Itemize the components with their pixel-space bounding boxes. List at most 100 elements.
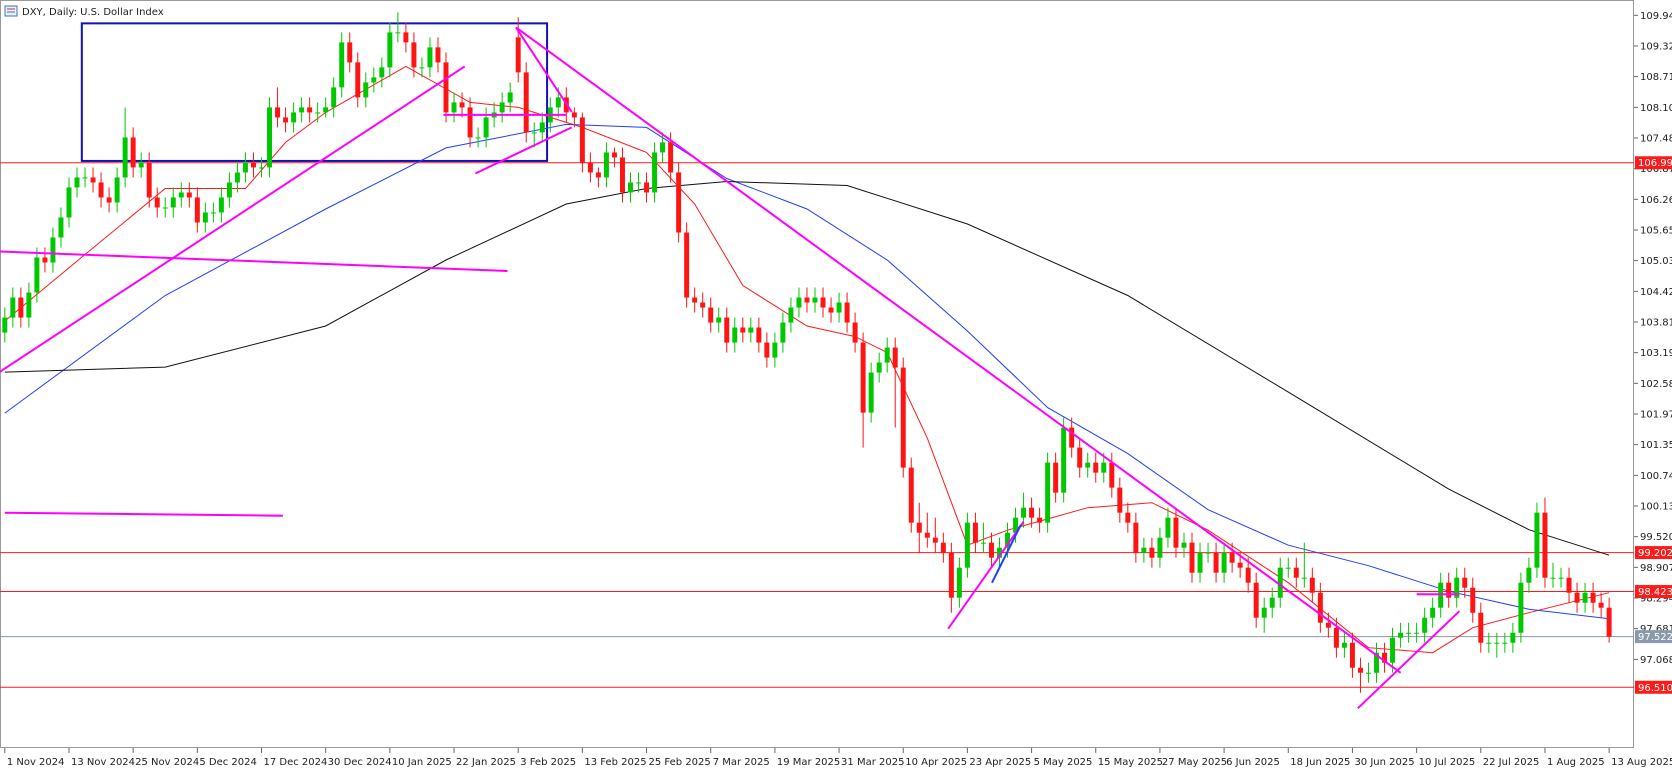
candle-body (1221, 552, 1227, 573)
candle-body (1253, 582, 1259, 618)
candle-body (748, 327, 754, 333)
candle-body (323, 107, 329, 113)
x-tick-label: 1 Nov 2024 (7, 757, 65, 768)
candle-body (812, 297, 818, 303)
candle-body (26, 292, 32, 318)
y-tick-label: 105.037 (1640, 256, 1672, 267)
candle-body (940, 542, 946, 553)
candle-body (908, 467, 914, 523)
candle-body (1117, 487, 1123, 513)
candle-body (1269, 597, 1275, 608)
candle-body (170, 197, 176, 208)
candle-body (347, 42, 353, 63)
candle-body (146, 162, 152, 198)
candle-body (371, 77, 377, 83)
candle-body (676, 172, 682, 233)
y-tick-label: 100.133 (1640, 502, 1672, 513)
trendline (474, 126, 573, 175)
candle-body (42, 257, 48, 263)
candle-body (379, 67, 385, 78)
candle-body (226, 182, 232, 198)
y-tick-label: 103.811 (1640, 317, 1672, 328)
y-tick-label: 108.102 (1640, 103, 1672, 114)
x-tick-label: 18 Jun 2025 (1290, 757, 1350, 768)
candle-body (1189, 542, 1195, 573)
candle-body (828, 307, 834, 313)
candle-body (98, 182, 104, 198)
price-level-tag (1635, 680, 1672, 694)
plot (0, 12, 1634, 710)
candle-body (1398, 632, 1404, 638)
candle-body (467, 107, 473, 138)
x-tick-label: 13 Feb 2025 (584, 757, 646, 768)
candle-body (427, 47, 433, 68)
trendline (515, 26, 1402, 674)
x-tick-label: 23 Apr 2025 (969, 757, 1031, 768)
candle-body (1374, 652, 1379, 673)
candle-body (162, 207, 168, 209)
candle-body (130, 137, 136, 168)
candle-body (884, 347, 890, 363)
candle-body (523, 72, 529, 133)
candle-body (587, 162, 593, 173)
candle-body (988, 542, 994, 558)
candle-body (186, 192, 192, 198)
candle-body (1317, 592, 1323, 623)
candle-body (1502, 642, 1508, 644)
candle-body (756, 327, 762, 343)
candle-body (780, 322, 786, 343)
candle-body (1486, 642, 1492, 644)
candle-body (106, 197, 112, 203)
candle-body (1598, 602, 1604, 608)
candle-body (539, 122, 545, 133)
x-tick-label: 30 Dec 2024 (328, 757, 392, 768)
candle-body (331, 87, 337, 108)
trendline (991, 524, 1022, 584)
y-tick-label: 98.294 (1640, 594, 1672, 605)
candle-body (708, 307, 714, 323)
candle-body (1309, 577, 1315, 593)
price-level-label: 106.994 (1638, 158, 1672, 169)
y-tick-label: 97.068 (1640, 655, 1672, 666)
box-drawing (80, 22, 549, 162)
candle-body (644, 182, 650, 193)
candle-body (700, 302, 706, 308)
price-level-label: 98.423 (1638, 587, 1672, 598)
price-level-label: 97.522 (1638, 632, 1672, 643)
candle-body (724, 317, 730, 343)
x-tick-label: 25 Nov 2024 (135, 757, 199, 768)
candle-body (2, 317, 8, 333)
candle-body (1542, 512, 1548, 578)
price-level-label: 99.202 (1638, 548, 1672, 559)
x-tick-label: 5 May 2025 (1034, 757, 1093, 768)
candle-body (1037, 517, 1043, 523)
candle-body (932, 537, 938, 543)
candle-body (1518, 582, 1524, 633)
candle-body (1029, 507, 1035, 518)
candle-body (10, 297, 16, 318)
candle-body (836, 302, 842, 313)
candle-body (138, 162, 144, 168)
candle-body (804, 297, 810, 303)
candle-body (267, 107, 273, 168)
candle-body (1390, 637, 1396, 663)
y-tick-label: 109.328 (1640, 41, 1672, 52)
x-tick-label: 30 Jun 2025 (1354, 757, 1414, 768)
candle-body (66, 187, 72, 218)
candle-body (363, 82, 369, 98)
candle-body (1382, 652, 1388, 663)
candle-body (579, 117, 585, 163)
candle-body (1574, 592, 1580, 603)
candle-body (619, 157, 625, 193)
candle-body (844, 302, 850, 323)
candle-body (483, 117, 489, 138)
candle-body (1005, 532, 1010, 548)
y-tick-label: 107.489 (1640, 133, 1672, 144)
candle-body (259, 167, 264, 169)
candle-body (1141, 547, 1147, 553)
candle-body (684, 232, 690, 298)
chart-title: DXY, Daily: U.S. Dollar Index (22, 7, 164, 18)
candle-body (852, 322, 858, 343)
candle-body (1165, 517, 1171, 538)
candle-body (1462, 577, 1468, 588)
